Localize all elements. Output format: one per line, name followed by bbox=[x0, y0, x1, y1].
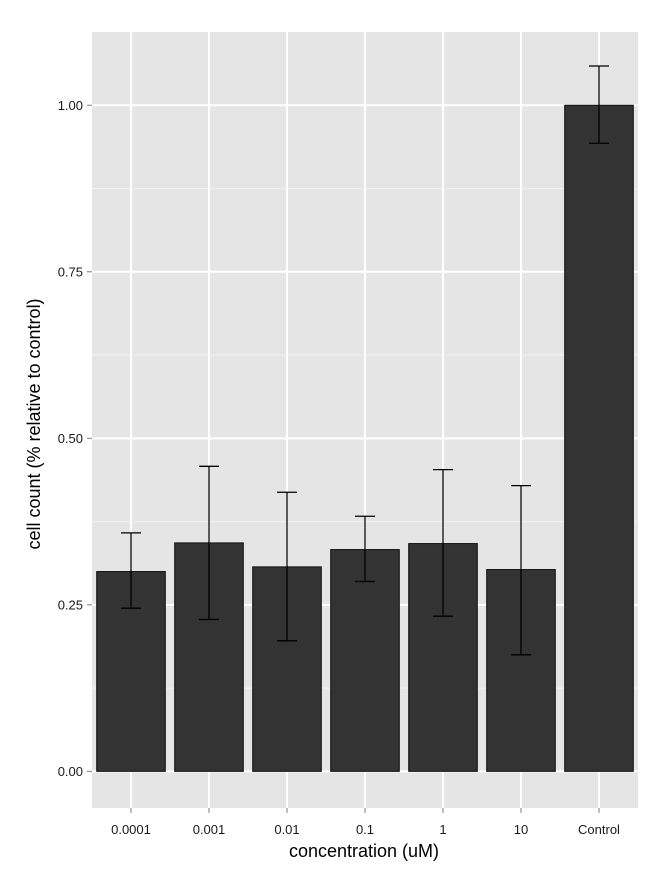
bar bbox=[564, 104, 634, 772]
y-axis: 0.00 0.25 0.50 0.75 1.00 bbox=[58, 98, 92, 779]
x-axis-title: concentration (uM) bbox=[289, 841, 439, 861]
x-tick-label: 1 bbox=[439, 822, 446, 837]
error-bar-series bbox=[121, 65, 609, 656]
y-tick-label: 0.25 bbox=[58, 597, 83, 612]
y-tick-label: 0.50 bbox=[58, 431, 83, 446]
x-tick-label: 0.1 bbox=[356, 822, 374, 837]
y-tick-label: 0.00 bbox=[58, 764, 83, 779]
x-tick-label: 10 bbox=[514, 822, 528, 837]
bar bbox=[330, 549, 400, 772]
y-axis-title: cell count (% relative to control) bbox=[24, 298, 44, 549]
x-tick-label: Control bbox=[578, 822, 620, 837]
x-tick-label: 0.0001 bbox=[111, 822, 151, 837]
x-tick-label: 0.01 bbox=[274, 822, 299, 837]
x-tick-label: 0.001 bbox=[193, 822, 226, 837]
y-tick-label: 1.00 bbox=[58, 98, 83, 113]
y-tick-label: 0.75 bbox=[58, 264, 83, 279]
x-axis: 0.0001 0.001 0.01 0.1 1 10 Control bbox=[111, 808, 620, 837]
